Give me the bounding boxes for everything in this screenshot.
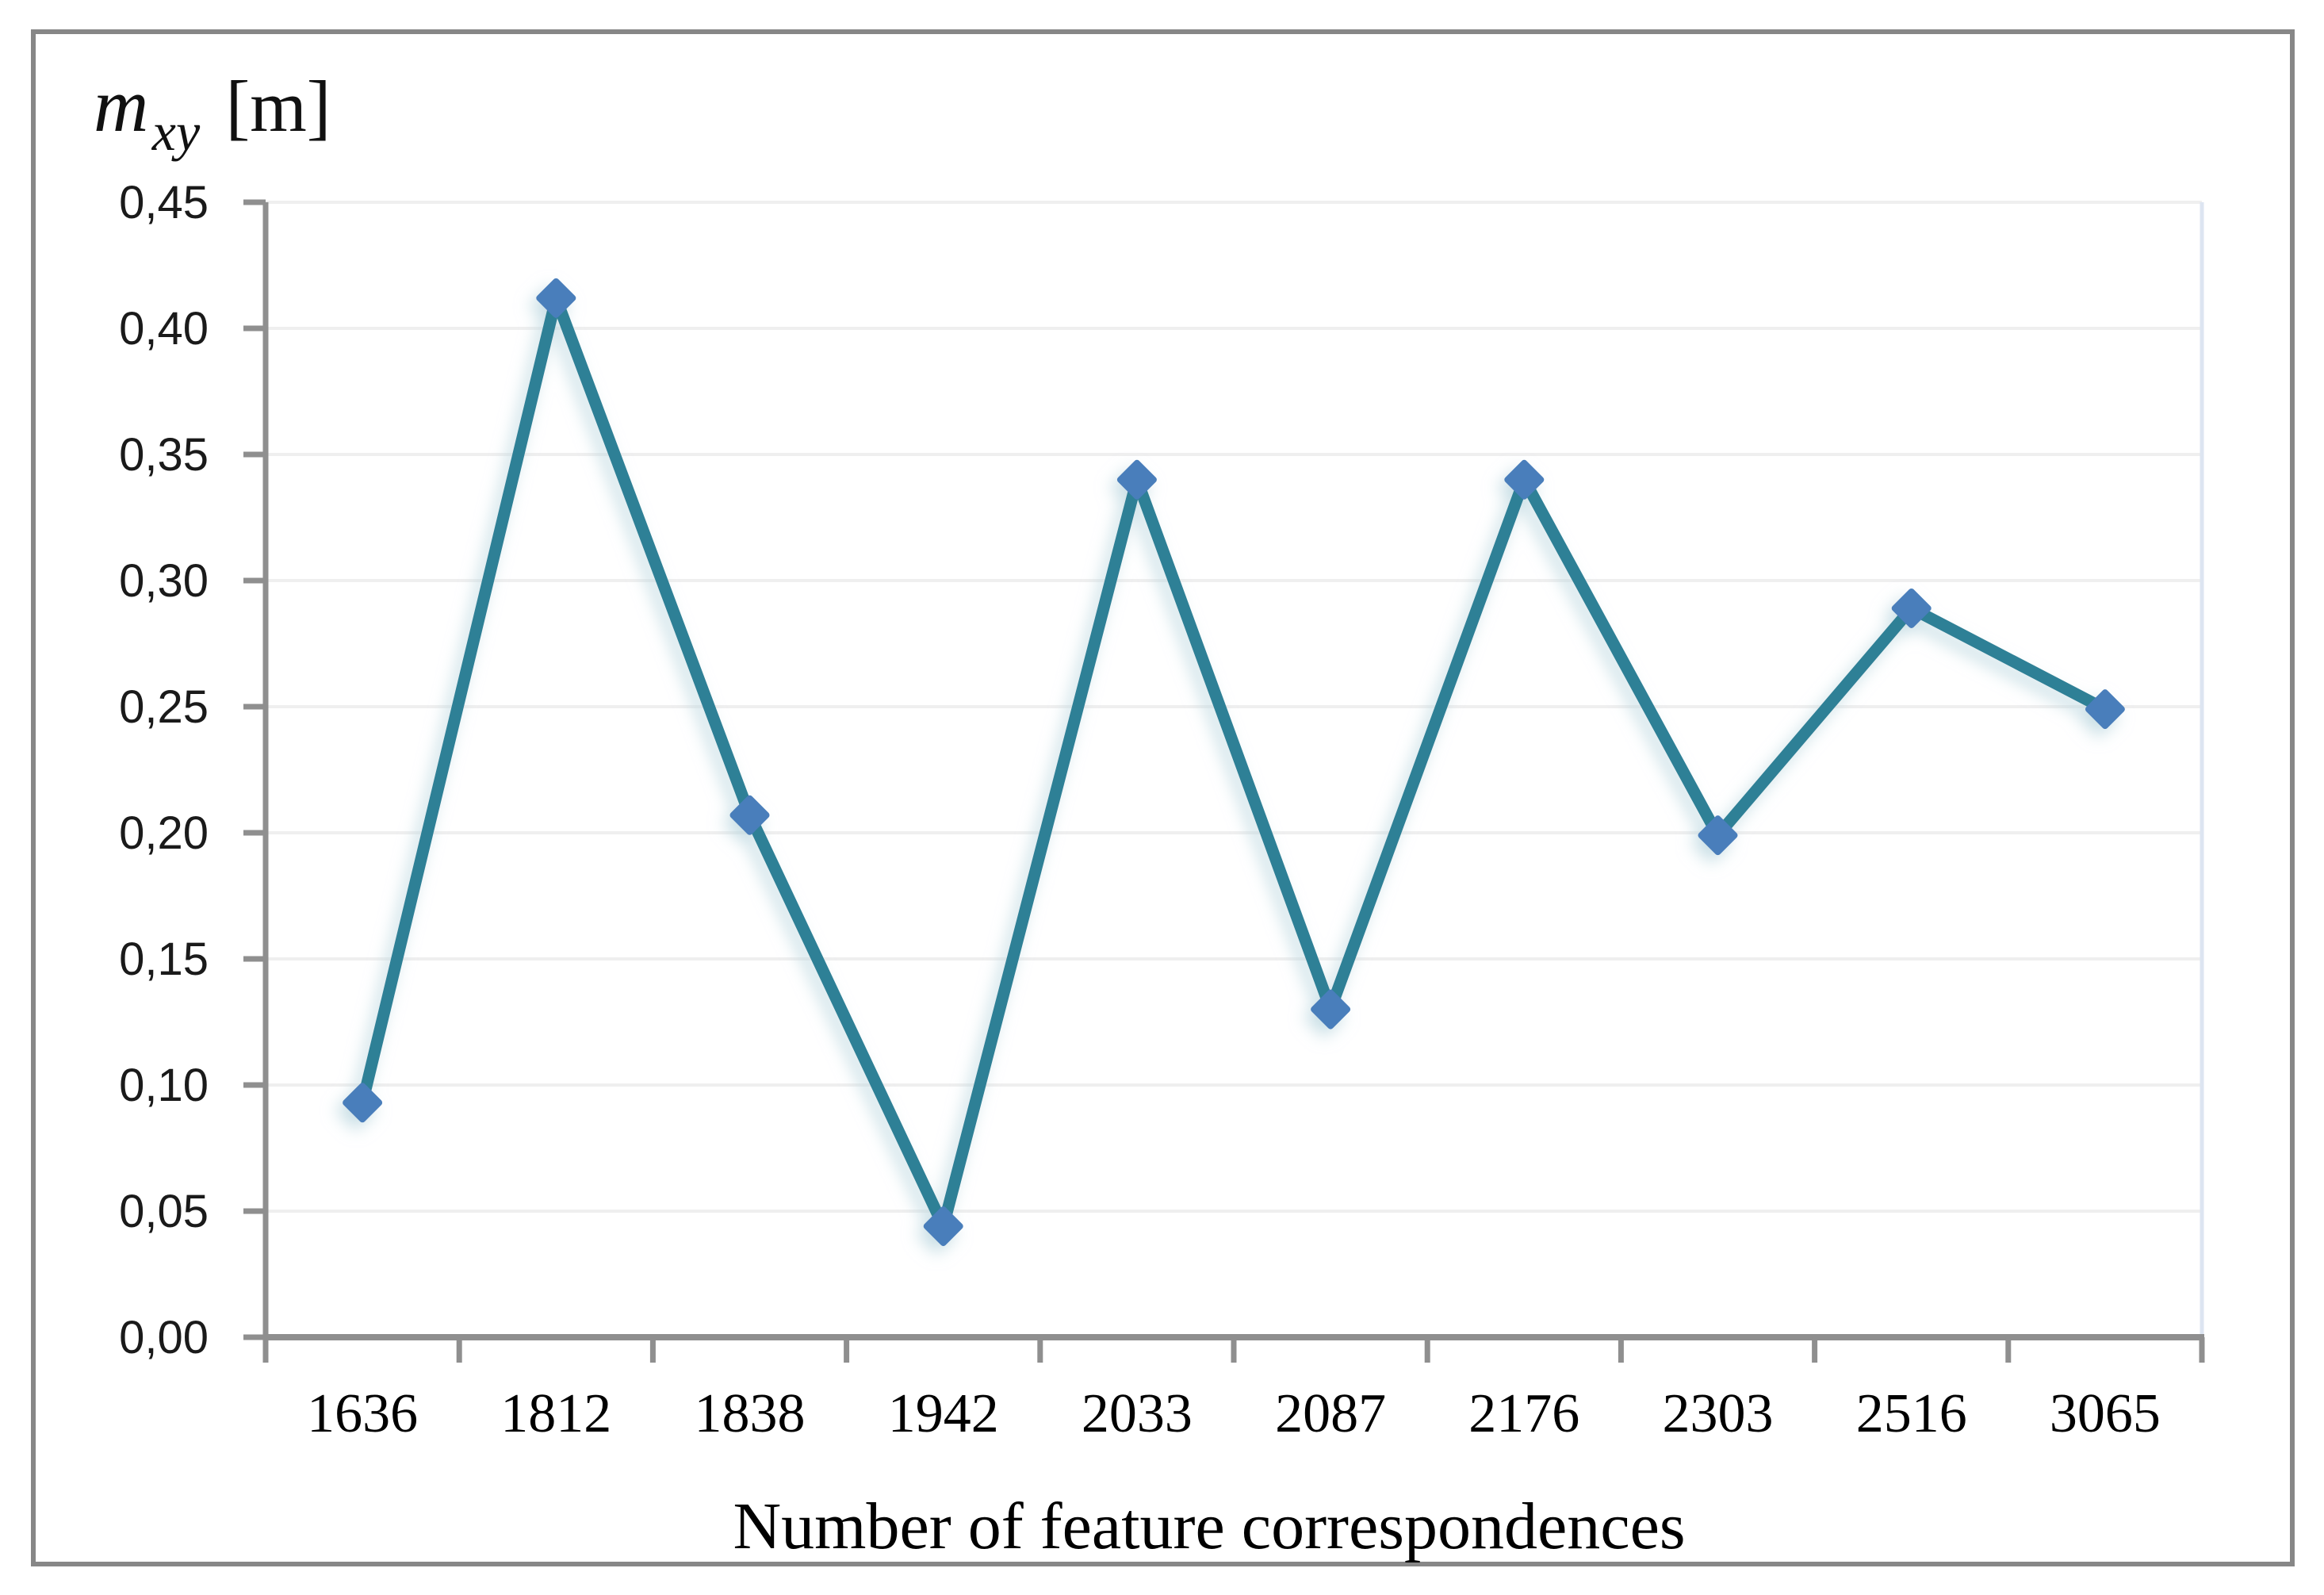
y-tick-label: 0,35 — [119, 429, 209, 481]
axes — [243, 199, 2205, 1363]
x-axis-title: Number of feature correspondences — [733, 1490, 1685, 1563]
y-tick-label: 0,30 — [119, 555, 209, 607]
tick-labels: 0,00 0,05 0,10 0,15 0,20 0,25 0,30 0,35 0,40 0,45… — [119, 177, 2161, 1444]
chart-title-unit: [m] — [226, 66, 331, 147]
data-point-marker — [729, 795, 770, 835]
data-series — [343, 278, 2125, 1247]
figure-border — [31, 29, 2295, 1566]
x-tick-label: 2303 — [1663, 1383, 1774, 1444]
series-line — [356, 292, 2112, 1233]
data-point-marker — [1116, 459, 1157, 500]
data-point-marker — [1311, 989, 1351, 1029]
x-tick-label: 1838 — [695, 1383, 806, 1444]
chart-title: m xy [m] — [94, 63, 331, 162]
x-tick-label: 2033 — [1082, 1383, 1193, 1444]
x-tick-label: 3065 — [2050, 1383, 2161, 1444]
data-point-marker — [923, 1206, 963, 1247]
gridlines — [266, 201, 2204, 1337]
chart-title-symbol: m — [94, 63, 148, 148]
x-tick-label: 2516 — [1856, 1383, 1967, 1444]
data-point-marker — [1891, 588, 1932, 628]
data-point-marker — [2085, 689, 2125, 730]
x-tick-label: 1942 — [888, 1383, 999, 1444]
chart-title-subscript: xy — [151, 102, 201, 162]
y-tick-label: 0,10 — [119, 1060, 209, 1111]
x-tick-label: 1636 — [307, 1383, 418, 1444]
data-point-marker — [343, 1083, 383, 1123]
data-point-marker — [1698, 815, 1738, 856]
y-tick-label: 0,25 — [119, 681, 209, 733]
y-tick-label: 0,20 — [119, 807, 209, 859]
y-tick-label: 0,40 — [119, 303, 209, 355]
data-point-marker — [1504, 459, 1545, 500]
y-tick-label: 0,00 — [119, 1312, 209, 1363]
y-tick-label: 0,15 — [119, 934, 209, 985]
x-tick-label: 2176 — [1468, 1383, 1579, 1444]
y-tick-label: 0,45 — [119, 177, 209, 228]
x-tick-label: 1812 — [500, 1383, 611, 1444]
y-tick-label: 0,05 — [119, 1186, 209, 1237]
x-tick-label: 2087 — [1275, 1383, 1386, 1444]
data-point-marker — [536, 278, 576, 318]
